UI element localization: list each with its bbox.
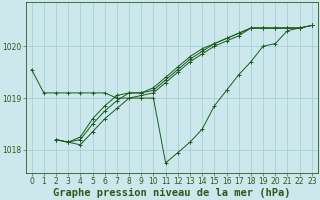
X-axis label: Graphe pression niveau de la mer (hPa): Graphe pression niveau de la mer (hPa) — [53, 188, 291, 198]
